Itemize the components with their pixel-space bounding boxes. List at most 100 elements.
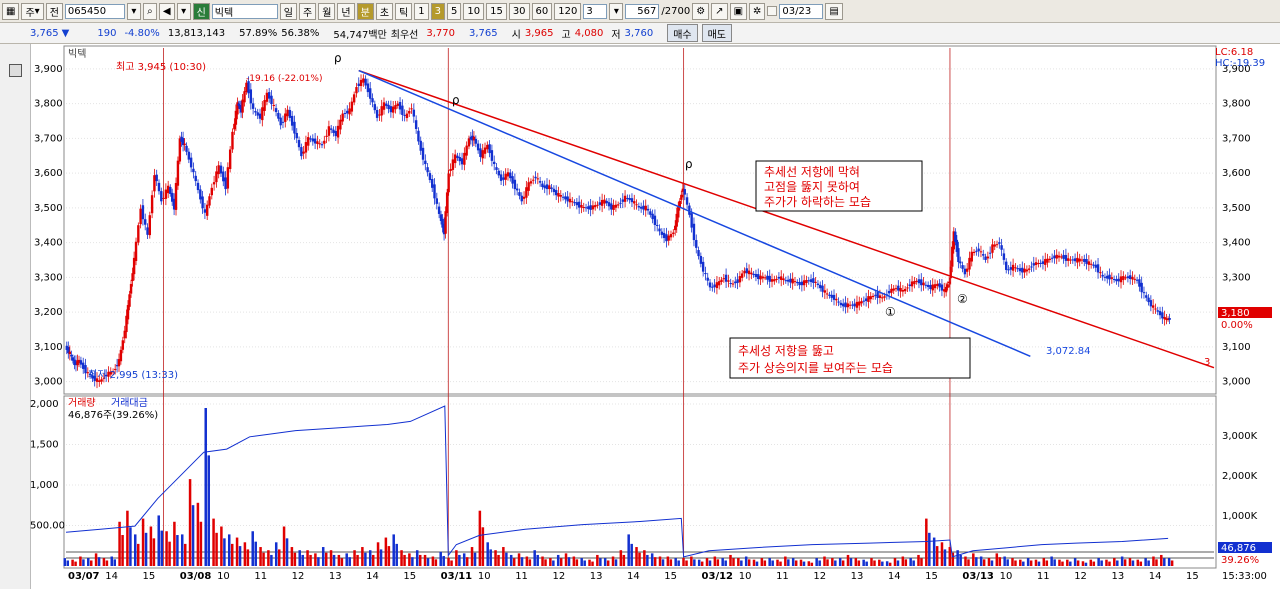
period-tick[interactable]: 틱 [395, 2, 413, 20]
chart-area[interactable]: 3,0003,0003,1003,1003,2003,2003,3003,300… [0, 44, 1280, 589]
candle-body [653, 215, 657, 225]
candle-body [203, 209, 207, 213]
candle-body [855, 301, 859, 308]
stock-name-input[interactable] [211, 3, 278, 19]
candle-body [441, 219, 444, 228]
period-year[interactable]: 년 [337, 2, 355, 20]
period-week[interactable]: 주 [299, 2, 317, 20]
sell-button[interactable]: 매도 [701, 24, 732, 42]
volume-bar [917, 554, 920, 566]
code-input[interactable] [64, 3, 125, 19]
candle-body [527, 182, 530, 191]
candle-body [1073, 258, 1077, 262]
price-tick-left: 3,000 [34, 377, 63, 388]
interval-120[interactable]: 120 [554, 2, 582, 20]
candle-body [297, 140, 301, 148]
candle-body [1025, 269, 1029, 272]
volume-bar [285, 538, 289, 566]
candle-body [176, 160, 180, 186]
save-icon[interactable]: ▣ [729, 2, 748, 20]
candle-body [915, 280, 918, 282]
candle-body [607, 202, 611, 207]
search-icon[interactable]: ⌕ [142, 2, 157, 20]
period-minute[interactable]: 분 [356, 2, 374, 20]
volume-bar [752, 559, 756, 566]
volume-bar [747, 559, 751, 566]
candle-body [74, 361, 78, 366]
volume-bar [439, 551, 442, 566]
prev-button[interactable]: 전 [45, 2, 63, 20]
candle-body [243, 91, 246, 103]
candle-body [234, 110, 238, 125]
settings-icon[interactable]: ⚙ [692, 2, 710, 20]
code-dropdown-icon[interactable]: ▾ [126, 2, 141, 20]
interval-10[interactable]: 10 [463, 2, 485, 20]
pin-icon[interactable]: ⍴ [334, 51, 342, 65]
candle-body [499, 174, 503, 181]
calendar-icon[interactable]: ▤ [825, 2, 843, 20]
candle-body [633, 201, 636, 204]
count-input[interactable] [625, 3, 660, 19]
candle-body [837, 301, 840, 303]
candle-body [107, 371, 110, 377]
interval-5[interactable]: 5 [446, 2, 462, 20]
candle-body [587, 206, 590, 210]
sound-icon[interactable]: ◀ [158, 2, 175, 20]
candle-body [100, 379, 103, 382]
interval-15[interactable]: 15 [486, 2, 507, 20]
date-checkbox[interactable] [767, 6, 778, 16]
volume-bar [807, 561, 811, 566]
chart-type-icon[interactable]: ↗ [711, 2, 728, 20]
candle-body [557, 193, 560, 197]
volume-bar [1152, 556, 1155, 566]
candle-body [798, 282, 801, 286]
interval-3[interactable]: 3 [430, 2, 445, 20]
volume-bar [646, 554, 649, 566]
gear-icon[interactable]: ✲ [749, 2, 766, 20]
volume-bar [82, 559, 85, 566]
buy-button[interactable]: 매수 [667, 24, 698, 42]
price-tick-left: 3,700 [34, 133, 63, 144]
interval-1[interactable]: 1 [414, 2, 429, 20]
volume-bar [160, 530, 163, 566]
type-select[interactable]: 주 ▾ [21, 2, 44, 20]
volume-bar [556, 554, 560, 566]
candle-body [959, 261, 962, 264]
candle-body [720, 279, 723, 282]
interval-30[interactable]: 30 [508, 2, 530, 20]
volume-bar [588, 559, 591, 566]
volume-bar [152, 538, 156, 566]
volume-bar [990, 560, 994, 566]
quote-low-label: 저 [611, 29, 621, 41]
candle-body [1005, 261, 1008, 270]
candle-body [1032, 263, 1035, 266]
candle-body [371, 98, 374, 103]
candle-body [952, 231, 955, 250]
candle-body [515, 188, 519, 191]
candle-body [1112, 279, 1116, 281]
time-axis-label: 03/08 [180, 571, 212, 582]
volume-bar [141, 518, 145, 566]
interval-dropdown-icon[interactable]: ▾ [609, 2, 624, 20]
candle-body [943, 289, 946, 292]
volume-bar [1045, 560, 1049, 566]
volume-bar [1131, 560, 1135, 566]
date-input[interactable] [779, 3, 824, 19]
volume-bar [708, 560, 712, 566]
candle-body [241, 99, 244, 113]
sound-dropdown-icon[interactable]: ▾ [176, 2, 191, 20]
candle-body [233, 123, 236, 130]
interval-input[interactable] [583, 3, 608, 19]
chart-tools-icon[interactable] [9, 64, 22, 77]
grid-menu-icon[interactable]: ▦ [2, 2, 20, 20]
period-second[interactable]: 초 [375, 2, 394, 20]
period-month[interactable]: 월 [318, 2, 336, 20]
volume-bar [376, 542, 380, 566]
pin-icon[interactable]: ⍴ [685, 157, 693, 171]
resistance-trendline-red[interactable] [358, 69, 1215, 369]
candle-body [897, 285, 900, 291]
pin-icon[interactable]: ⍴ [452, 93, 460, 107]
period-day[interactable]: 일 [279, 2, 297, 20]
support-trendline-blue[interactable] [358, 69, 1031, 357]
interval-60[interactable]: 60 [531, 2, 553, 20]
